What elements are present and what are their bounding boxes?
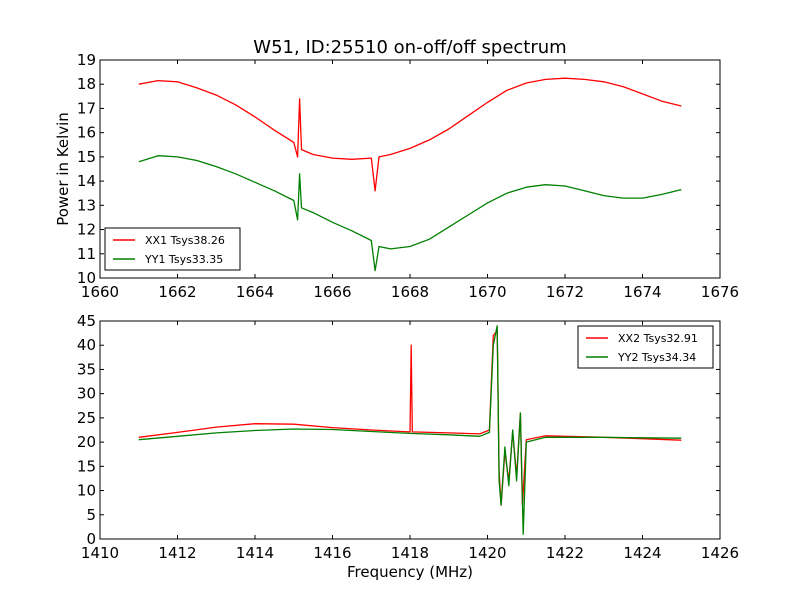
bottom-y-tick-label: 0: [86, 530, 96, 548]
bottom-x-tick-label: 1416: [313, 544, 351, 562]
top-legend-label: XX1 Tsys38.26: [145, 234, 225, 247]
bottom-x-tick-label: 1424: [623, 544, 661, 562]
top-x-tick-label: 1664: [236, 283, 274, 301]
top-y-tick-label: 16: [77, 124, 96, 142]
top-x-tick-label: 1662: [158, 283, 196, 301]
bottom-y-tick-label: 10: [77, 482, 96, 500]
chart-title: W51, ID:25510 on-off/off spectrum: [253, 37, 566, 58]
bottom-x-tick-label: 1426: [701, 544, 739, 562]
bottom-y-tick-label: 40: [77, 336, 96, 354]
top-x-tick-label: 1670: [468, 283, 506, 301]
bottom-legend-box: [577, 325, 714, 369]
y-axis-label: Power in Kelvin: [54, 112, 72, 226]
bottom-legend-label: XX2 Tsys32.91: [618, 332, 698, 345]
bottom-panel: 1410 1412 1414 1416 1418 1420 1422 1424 1426 0 5 10…: [77, 312, 739, 562]
x-axis-label: Frequency (MHz): [347, 563, 473, 581]
top-y-tick-label: 18: [77, 75, 96, 93]
top-y-tick-label: 14: [77, 172, 96, 190]
top-x-tick-label: 1660: [81, 283, 119, 301]
top-x-tick-label: 1676: [701, 283, 739, 301]
bottom-y-tick-label: 30: [77, 385, 96, 403]
top-y-tick-label: 13: [77, 196, 96, 214]
top-legend-box: [104, 227, 241, 271]
top-y-tick-label: 15: [77, 148, 96, 166]
bottom-series-line-2: [138, 325, 682, 535]
top-x-tick-label: 1674: [623, 283, 661, 301]
top-legend: XX1 Tsys38.26 YY1 Tsys33.35: [104, 227, 241, 271]
bottom-y-tick-label: 25: [77, 409, 96, 427]
top-y-tick-label: 19: [77, 51, 96, 69]
top-series-line-1: [138, 77, 682, 192]
bottom-x-tick-label: 1410: [81, 544, 119, 562]
bottom-x-tick-label: 1414: [236, 544, 274, 562]
bottom-y-tick-label: 15: [77, 457, 96, 475]
top-x-tick-label: 1666: [313, 283, 351, 301]
top-panel: 1660 1662 1664 1666 1668 1670 1672 1674 1676 10 11…: [77, 51, 739, 301]
bottom-y-tick-label: 5: [86, 506, 96, 524]
bottom-x-tick-label: 1420: [468, 544, 506, 562]
bottom-y-tick-label: 45: [77, 312, 96, 330]
top-y-tick-label: 12: [77, 221, 96, 239]
top-x-tick-label: 1672: [546, 283, 584, 301]
bottom-y-tick-label: 35: [77, 360, 96, 378]
bottom-y-tick-label: 20: [77, 433, 96, 451]
bottom-legend-label: YY2 Tsys34.34: [617, 351, 696, 364]
top-x-tick-label: 1668: [391, 283, 429, 301]
bottom-legend: XX2 Tsys32.91 YY2 Tsys34.34: [577, 325, 714, 369]
top-y-tick-label: 10: [77, 269, 96, 287]
top-y-tick-label: 11: [77, 245, 96, 263]
top-legend-label: YY1 Tsys33.35: [144, 253, 223, 266]
bottom-x-tick-label: 1412: [158, 544, 196, 562]
top-series-line-2: [138, 155, 682, 272]
top-y-tick-label: 17: [77, 99, 96, 117]
bottom-x-tick-label: 1422: [546, 544, 584, 562]
bottom-x-tick-label: 1418: [391, 544, 429, 562]
